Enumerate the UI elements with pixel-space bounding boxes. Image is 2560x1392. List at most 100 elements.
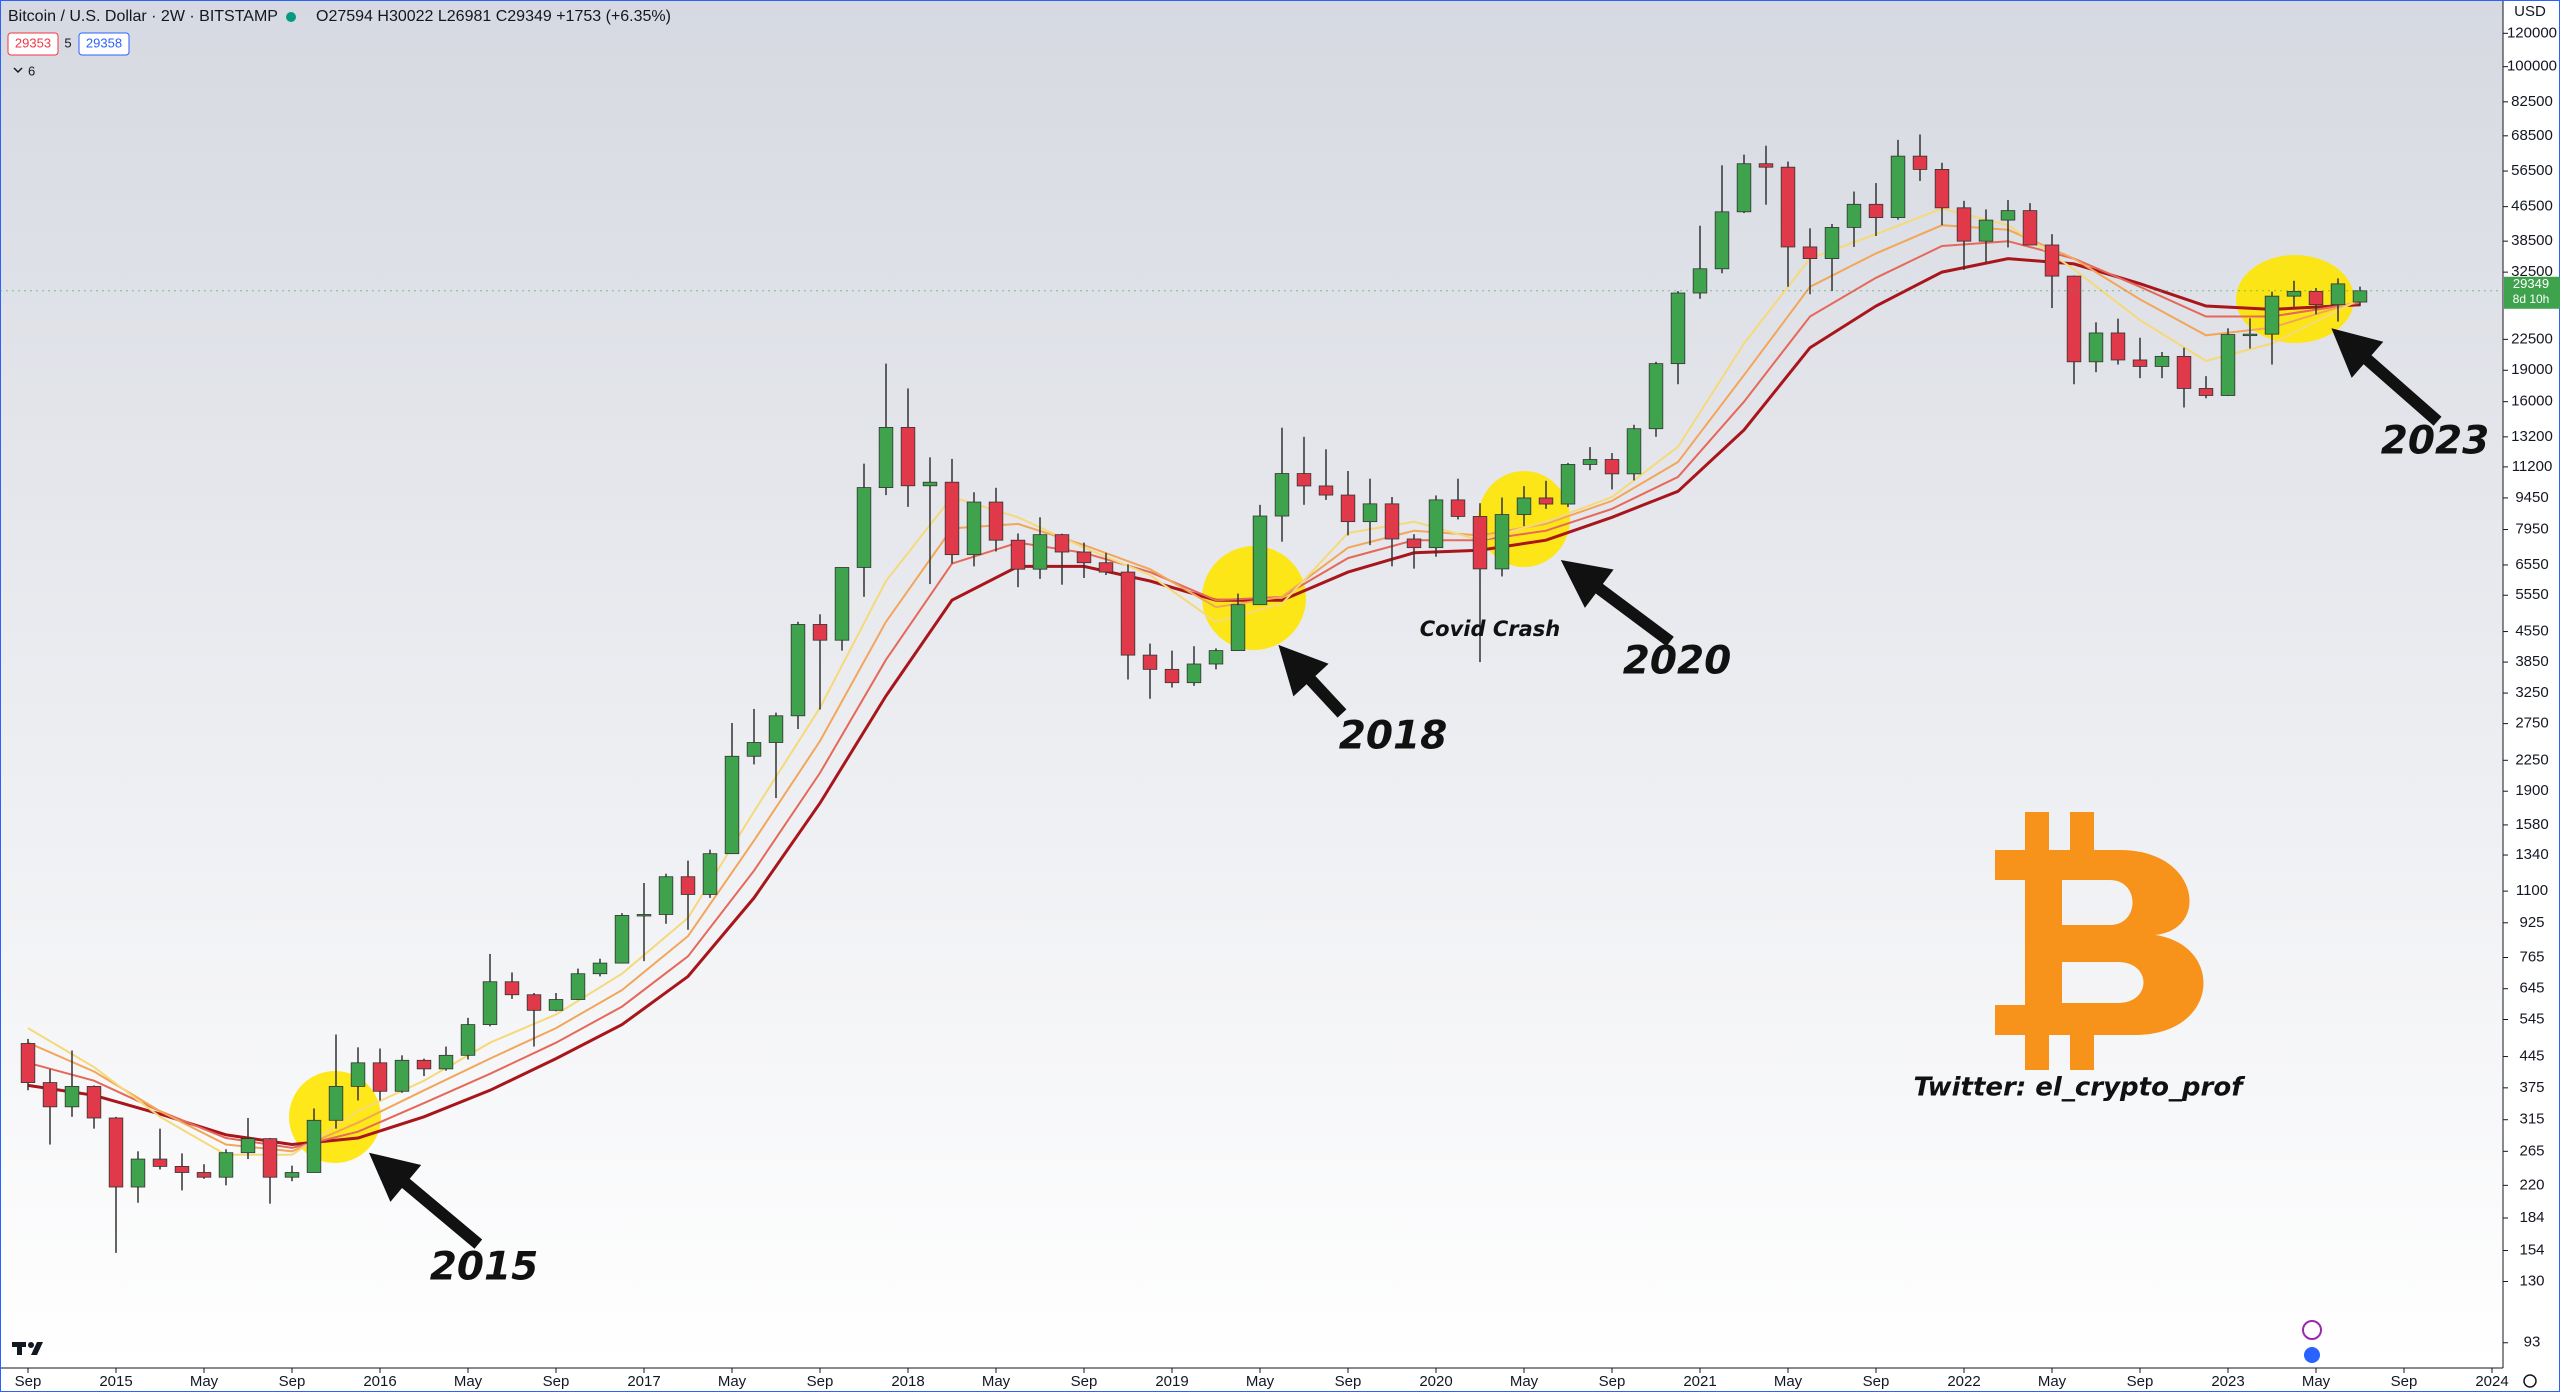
candle-body <box>460 1024 476 1056</box>
candle-body <box>240 1138 256 1154</box>
y-tick-label: 184 <box>2519 1209 2544 1226</box>
ask-box[interactable] <box>78 32 130 56</box>
candle-body <box>856 487 872 568</box>
x-tick-label: May <box>190 1373 219 1390</box>
candle-body <box>2352 290 2368 303</box>
candle-body <box>2220 334 2236 396</box>
candle-body <box>768 715 784 743</box>
candle-body <box>1186 663 1202 684</box>
ma-line <box>27 207 2361 1156</box>
spread: 5 <box>64 35 71 50</box>
candle-body <box>328 1085 344 1121</box>
candle-body <box>196 1172 212 1178</box>
alert-icon[interactable] <box>2302 1320 2322 1340</box>
y-tick-label: 22500 <box>2511 330 2553 347</box>
settings-icon[interactable] <box>2523 1374 2537 1388</box>
x-tick-label: Sep <box>15 1373 42 1390</box>
candle-body <box>130 1158 146 1188</box>
y-tick-label: 1580 <box>2515 816 2548 833</box>
bid-box[interactable] <box>7 32 59 56</box>
logo-part <box>17 1342 22 1355</box>
ohlc-legend: O27594 H30022 L26981 C29349 +1753 (+6.35… <box>316 8 671 25</box>
collapse-chevron[interactable] <box>13 67 23 74</box>
x-tick-label: May <box>1246 1373 1275 1390</box>
candle-body <box>2308 290 2324 306</box>
y-tick-label: 2750 <box>2515 715 2548 732</box>
x-tick-label: 2023 <box>2211 1373 2244 1390</box>
candle-body <box>1956 207 1972 242</box>
indicator-count[interactable]: 6 <box>28 63 35 78</box>
y-tick-label: 120000 <box>2507 24 2557 41</box>
candle-body <box>900 426 916 487</box>
x-tick-label: May <box>2302 1373 2331 1390</box>
candle-body <box>526 994 542 1011</box>
y-tick-label: 5550 <box>2515 586 2548 603</box>
candle-body <box>790 624 806 717</box>
y-tick-label: 56500 <box>2511 162 2553 179</box>
candle-body <box>306 1119 322 1173</box>
y-tick-label: 765 <box>2519 948 2544 965</box>
candle-body <box>1934 169 1950 209</box>
candle-body <box>2330 283 2346 306</box>
candle-body <box>1054 534 1070 553</box>
candle-body <box>152 1158 168 1167</box>
candle-body <box>1648 363 1664 430</box>
currency-label[interactable]: USD <box>2514 3 2546 20</box>
candle-body <box>878 426 894 488</box>
x-tick-label: May <box>718 1373 747 1390</box>
candle-body <box>1868 203 1884 218</box>
candle-body <box>966 501 982 556</box>
candle-body <box>1362 503 1378 523</box>
y-tick-label: 265 <box>2519 1142 2544 1159</box>
candle-body <box>262 1138 278 1178</box>
candle-body <box>2176 355 2192 389</box>
candle-body <box>1604 459 1620 475</box>
flag-icon[interactable] <box>2304 1347 2320 1363</box>
candle-body <box>174 1166 190 1173</box>
candle-body <box>1670 292 1686 365</box>
candle-body <box>1912 155 1928 170</box>
bitcoin-logo <box>1995 812 2204 1070</box>
time-axis <box>0 1368 2503 1392</box>
annotation: Covid Crash <box>1420 617 1560 641</box>
x-tick-label: Sep <box>1335 1373 1362 1390</box>
ma-line <box>27 224 2361 1153</box>
x-tick-label: May <box>1774 1373 1803 1390</box>
arrow <box>2331 328 2442 426</box>
y-tick-label: 9450 <box>2515 489 2548 506</box>
y-tick-label: 16000 <box>2511 393 2553 410</box>
candle-body <box>1406 538 1422 549</box>
annotation: 2015 <box>430 1245 539 1290</box>
candle-body <box>1032 534 1048 570</box>
x-tick-label: Sep <box>1863 1373 1890 1390</box>
x-tick-label: May <box>1510 1373 1539 1390</box>
candle-body <box>2022 210 2038 246</box>
x-tick-label: Sep <box>807 1373 834 1390</box>
candle-body <box>2088 332 2104 363</box>
arrow <box>369 1152 483 1249</box>
candle-body <box>2154 355 2170 367</box>
candle-body <box>218 1152 234 1178</box>
logo-part <box>28 1342 34 1348</box>
x-tick-label: 2024 <box>2475 1373 2508 1390</box>
annotation: 2023 <box>2381 419 2490 464</box>
y-tick-label: 11200 <box>2512 458 2553 475</box>
x-tick-label: Sep <box>2391 1373 2418 1390</box>
y-tick-label: 13200 <box>2511 428 2553 445</box>
candle-body <box>1296 473 1312 487</box>
x-tick-label: 2022 <box>1947 1373 1980 1390</box>
arrow-layer <box>369 328 2442 1249</box>
candle-body <box>592 962 608 975</box>
x-tick-label: May <box>2038 1373 2067 1390</box>
candle-body <box>1230 604 1246 651</box>
candle-body <box>1846 203 1862 228</box>
last-price-box <box>2504 276 2560 309</box>
symbol-title: Bitcoin / U.S. Dollar · 2W · BITSTAMP <box>8 8 278 25</box>
candle-body <box>2286 290 2302 297</box>
x-tick-label: Sep <box>2127 1373 2154 1390</box>
candle-body <box>1472 516 1488 570</box>
ma-line <box>27 257 2361 1147</box>
annotation: 2018 <box>1339 714 1448 759</box>
plot-background <box>0 0 2503 1368</box>
x-tick-label: May <box>454 1373 483 1390</box>
